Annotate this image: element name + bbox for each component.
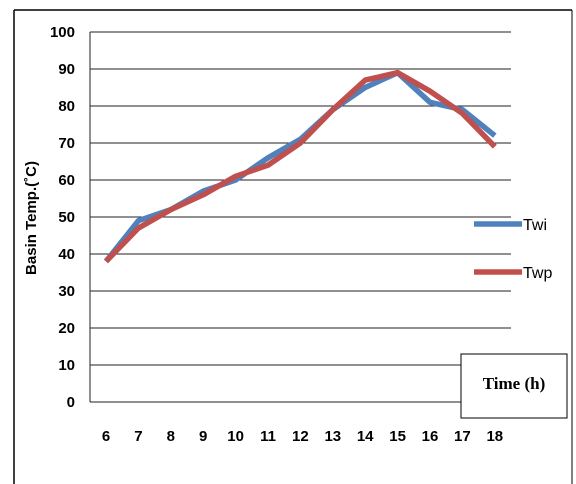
x-tick-12: 12 bbox=[292, 428, 309, 445]
y-tick-10: 10 bbox=[58, 357, 75, 374]
axes bbox=[89, 32, 511, 403]
x-tick-8: 8 bbox=[167, 428, 175, 445]
x-tick-7: 7 bbox=[134, 428, 142, 445]
legend-label-twp: Twp bbox=[523, 265, 552, 282]
x-tick-18: 18 bbox=[486, 428, 503, 445]
x-tick-11: 11 bbox=[260, 428, 276, 445]
x-tick-15: 15 bbox=[389, 428, 406, 445]
x-tick-17: 17 bbox=[454, 428, 471, 445]
y-tick-90: 90 bbox=[58, 61, 75, 78]
y-tick-0: 0 bbox=[67, 394, 75, 411]
y-tick-20: 20 bbox=[58, 320, 75, 337]
series-line-twp bbox=[104, 69, 497, 264]
legend-label-twi: Twi bbox=[523, 217, 547, 234]
x-axis-label-box: Time (h) bbox=[460, 353, 568, 419]
x-axis-label: Time (h) bbox=[483, 374, 546, 393]
x-axis-label-frame bbox=[460, 353, 568, 419]
x-tick-14: 14 bbox=[357, 428, 374, 445]
x-tick-9: 9 bbox=[199, 428, 207, 445]
x-tick-13: 13 bbox=[324, 428, 341, 445]
y-tick-30: 30 bbox=[58, 283, 75, 300]
x-tick-labels: 6 7 8 9 10 11 12 13 14 15 16 17 18 bbox=[102, 428, 503, 445]
x-tick-10: 10 bbox=[227, 428, 244, 445]
y-tick-50: 50 bbox=[58, 209, 75, 226]
y-tick-40: 40 bbox=[58, 246, 75, 263]
series-line-twi bbox=[103, 69, 497, 264]
x-tick-6: 6 bbox=[102, 428, 110, 445]
grid-lines bbox=[90, 31, 511, 366]
legend: Twi Twp bbox=[474, 217, 552, 282]
y-tick-80: 80 bbox=[58, 98, 75, 115]
y-tick-70: 70 bbox=[58, 135, 75, 152]
y-tick-100: 100 bbox=[50, 24, 75, 41]
y-axis-label: Basin Temp.(˚C) bbox=[23, 161, 40, 275]
series-lines bbox=[103, 69, 497, 264]
y-tick-labels: 0 10 20 30 40 50 60 70 80 90 100 bbox=[50, 24, 75, 411]
x-tick-16: 16 bbox=[422, 428, 439, 445]
y-tick-60: 60 bbox=[58, 172, 75, 189]
